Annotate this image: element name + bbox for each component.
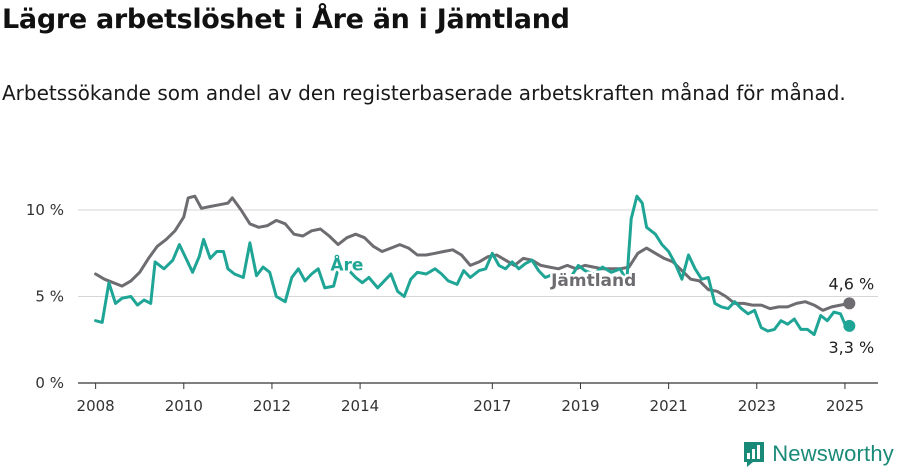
jamtland-end-dot: [843, 297, 856, 310]
jamtland-line: [94, 194, 851, 312]
series-lines: [94, 194, 856, 337]
are-end-value: 3,3 %: [828, 338, 874, 357]
newsworthy-logo: Newsworthy: [742, 440, 894, 468]
x-tick-label: 2008: [77, 397, 115, 415]
are-series-label: Åre: [330, 253, 363, 276]
x-tick-label: 2021: [650, 397, 688, 415]
series-labels: 4,6 % 3,3 % Åre Jämtland: [328, 250, 874, 357]
x-tick-label: 2017: [473, 397, 511, 415]
x-axis: 2008 2010 2012 2014 2017 2019 2021 2023 2025: [77, 382, 878, 415]
newsworthy-logo-icon: [744, 442, 765, 467]
y-axis: 0 % 5 % 10 %: [26, 201, 64, 392]
newsworthy-logo-text: Newsworthy: [772, 441, 894, 466]
jamtland-end-value: 4,6 %: [828, 274, 874, 293]
are-end-dot: [843, 319, 856, 332]
y-gridlines: [78, 209, 878, 297]
x-tick-label: 2010: [165, 397, 203, 415]
chart-subtitle: Arbetssökande som andel av den registerb…: [2, 81, 846, 105]
x-tick-label: 2023: [738, 397, 776, 415]
x-tick-label: 2025: [826, 397, 864, 415]
y-tick-label: 0 %: [35, 374, 64, 392]
y-tick-label: 5 %: [35, 288, 64, 306]
x-tick-label: 2019: [561, 397, 599, 415]
x-tick-label: 2012: [253, 397, 291, 415]
chart-title: Lägre arbetslöshet i Åre än i Jämtland: [2, 4, 570, 35]
are-line: [94, 194, 851, 337]
y-tick-label: 10 %: [26, 201, 64, 219]
jamtland-series-label: Jämtland: [550, 271, 636, 291]
x-tick-label: 2014: [341, 397, 379, 415]
